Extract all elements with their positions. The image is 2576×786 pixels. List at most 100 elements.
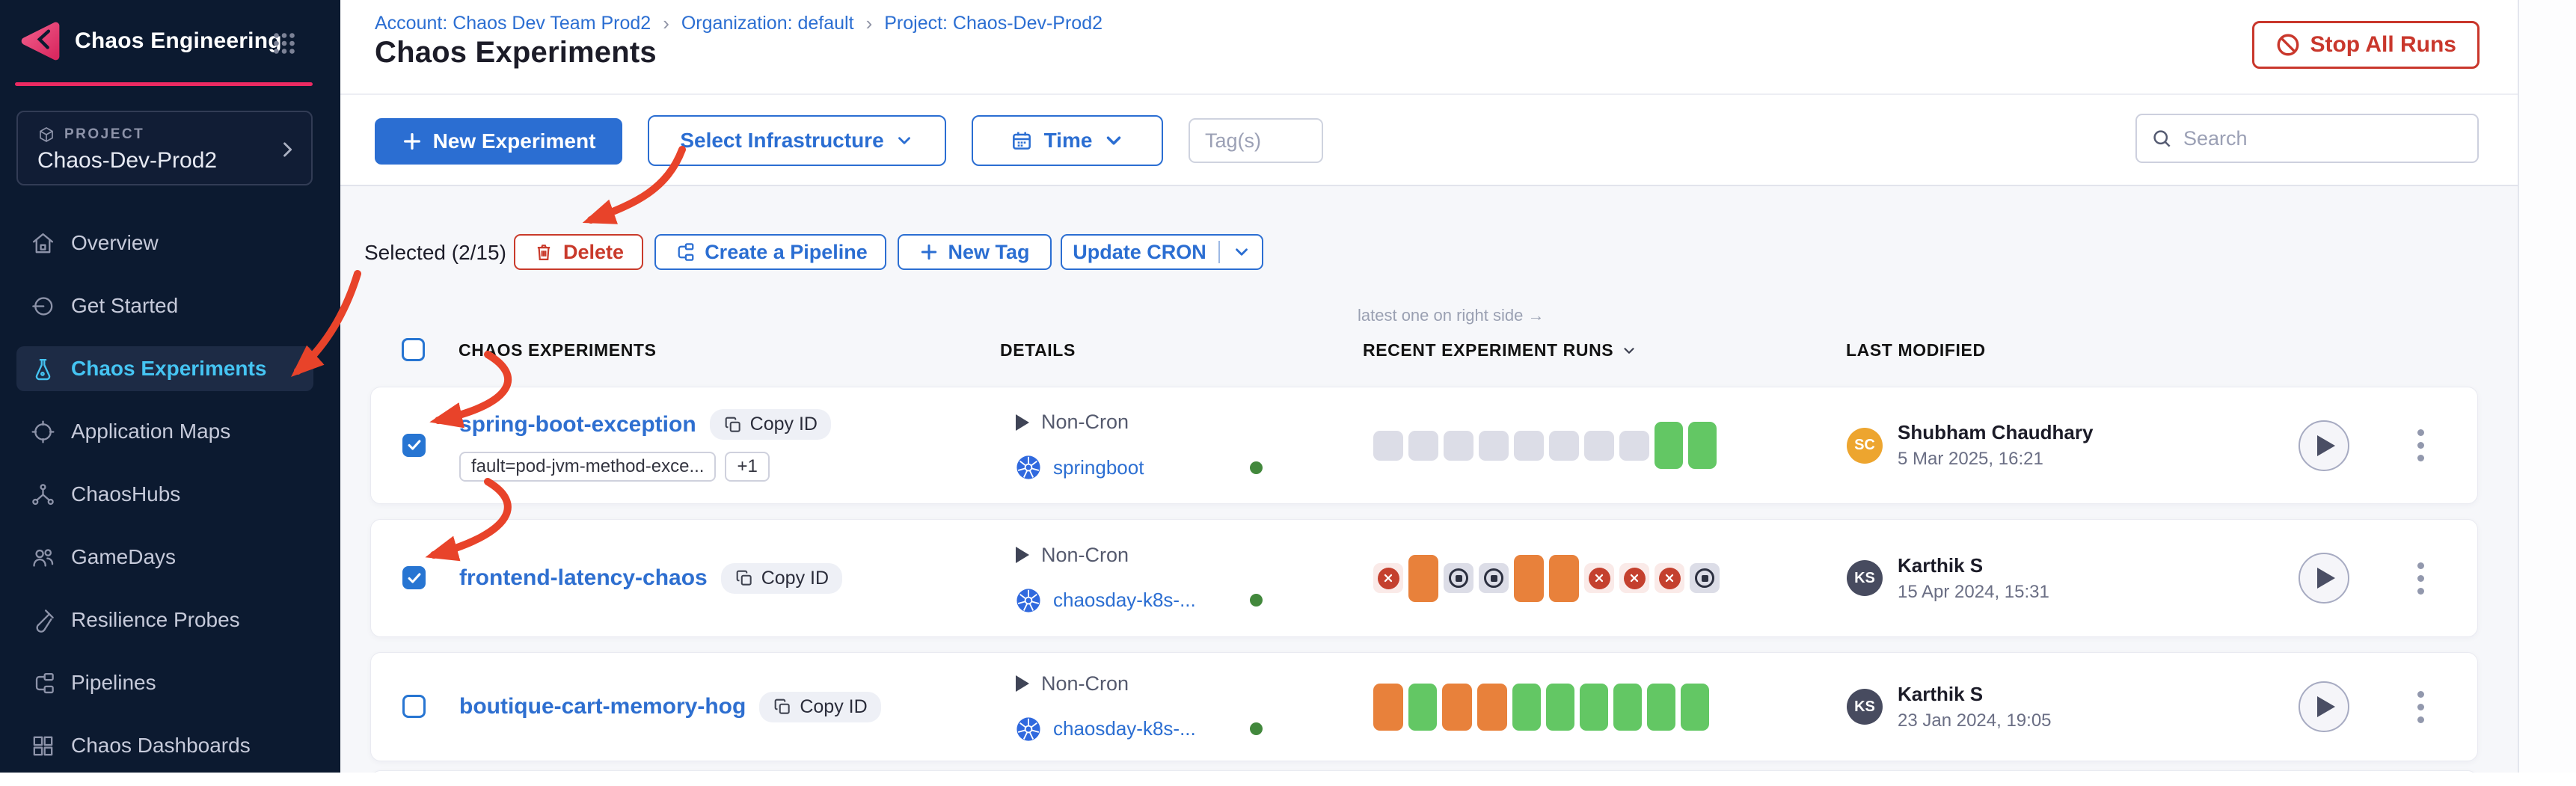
run-status-running[interactable]: [1373, 683, 1403, 731]
sidebar-item-chaos-dashboards[interactable]: Chaos Dashboards: [16, 723, 313, 768]
project-selector[interactable]: PROJECT Chaos-Dev-Prod2: [16, 111, 313, 185]
play-icon: [2317, 568, 2335, 589]
last-modified-cell: SC Shubham Chaudhary 5 Mar 2025, 16:21: [1847, 387, 2093, 503]
copy-id-button[interactable]: Copy ID: [709, 409, 831, 440]
new-experiment-button[interactable]: New Experiment: [375, 118, 622, 165]
run-status-passed[interactable]: [1688, 422, 1717, 469]
run-status-passed[interactable]: [1546, 683, 1574, 731]
run-status-passed[interactable]: [1647, 683, 1675, 731]
sidebar-item-pipelines[interactable]: Pipelines: [16, 660, 313, 705]
infrastructure-link[interactable]: chaosday-k8s-...: [1053, 717, 1196, 740]
run-status-empty[interactable]: [1584, 430, 1614, 461]
run-status-passed[interactable]: [1681, 683, 1709, 731]
run-status-running[interactable]: [1477, 683, 1507, 731]
sidebar-item-application-maps[interactable]: Application Maps: [16, 409, 313, 454]
run-status-empty[interactable]: [1408, 430, 1438, 461]
sidebar-item-label: Resilience Probes: [71, 608, 240, 631]
sidebar-item-chaoshubs[interactable]: ChaosHubs: [16, 472, 313, 517]
toolbar-divider: [340, 185, 2518, 186]
run-status-empty[interactable]: [1514, 430, 1544, 461]
run-experiment-button[interactable]: [2299, 420, 2349, 471]
run-status-running[interactable]: [1442, 683, 1472, 731]
chevron-down-icon: [898, 137, 910, 144]
row-menu-button[interactable]: [2409, 560, 2432, 596]
run-status-passed[interactable]: [1512, 683, 1541, 731]
infrastructure-link[interactable]: springboot: [1053, 455, 1144, 479]
run-experiment-button[interactable]: [2299, 681, 2349, 732]
run-status-running[interactable]: [1408, 554, 1438, 602]
breadcrumb-org-link[interactable]: Organization: default: [681, 13, 854, 34]
non-cron-icon: [1016, 547, 1029, 563]
run-status-empty[interactable]: [1479, 430, 1509, 461]
sidebar-item-overview[interactable]: Overview: [16, 221, 313, 265]
run-status-passed[interactable]: [1613, 683, 1642, 731]
select-infrastructure-dropdown[interactable]: Select Infrastructure: [648, 115, 946, 166]
sidebar-header: Chaos Engineering: [0, 0, 340, 86]
experiment-name-link[interactable]: frontend-latency-chaos: [459, 565, 708, 590]
module-grid-icon[interactable]: [269, 30, 299, 57]
run-status-failed[interactable]: [1655, 563, 1684, 593]
plus-icon: [921, 244, 937, 260]
delete-button[interactable]: Delete: [514, 234, 643, 270]
experiment-name-link[interactable]: boutique-cart-memory-hog: [459, 694, 746, 719]
run-status-stopped[interactable]: [1444, 563, 1473, 593]
run-status-passed[interactable]: [1580, 683, 1608, 731]
run-status-failed[interactable]: [1373, 563, 1403, 593]
run-status-running[interactable]: [1514, 554, 1544, 602]
sidebar-item-gamedays[interactable]: GameDays: [16, 535, 313, 580]
content-area: Selected (2/15) Delete Create a Pipeline…: [340, 186, 2518, 773]
avatar: KS: [1847, 689, 1883, 725]
run-experiment-button[interactable]: [2299, 553, 2349, 604]
modified-by-name: Karthik S: [1898, 553, 1984, 577]
sidebar-item-get-started[interactable]: Get Started: [16, 283, 313, 328]
run-status-running[interactable]: [1549, 554, 1579, 602]
sidebar-item-chaos-experiments[interactable]: Chaos Experiments: [16, 346, 313, 391]
row-menu-button[interactable]: [2409, 689, 2432, 725]
run-status-passed[interactable]: [1655, 422, 1683, 469]
sidebar-item-label: Chaos Experiments: [71, 357, 267, 380]
sidebar-item-label: Overview: [71, 231, 159, 254]
run-status-empty[interactable]: [1373, 430, 1403, 461]
infrastructure-link[interactable]: chaosday-k8s-...: [1053, 589, 1196, 611]
kubernetes-icon: [1016, 716, 1040, 741]
pipeline-icon: [678, 243, 694, 261]
stop-all-runs-button[interactable]: Stop All Runs: [2252, 21, 2480, 69]
recent-runs-cell: [1373, 653, 1709, 761]
experiment-name-link[interactable]: spring-boot-exception: [459, 411, 696, 437]
sidebar-item-resilience-probes[interactable]: Resilience Probes: [16, 598, 313, 642]
sidebar: Chaos Engineering PROJECT Chaos-Dev-Prod…: [0, 0, 340, 773]
run-status-stopped[interactable]: [1479, 563, 1509, 593]
row-menu-button[interactable]: [2409, 428, 2432, 464]
time-filter-dropdown[interactable]: Time: [972, 115, 1163, 166]
row-checkbox[interactable]: [402, 695, 426, 718]
project-label: PROJECT: [64, 126, 145, 142]
run-status-passed[interactable]: [1408, 683, 1437, 731]
experiment-row: spring-boot-exception Copy ID fault=pod-jv…: [370, 387, 2478, 504]
breadcrumb-account-link[interactable]: Account: Chaos Dev Team Prod2: [375, 13, 651, 34]
search-input[interactable]: [2183, 126, 2464, 150]
recent-runs-cell: [1373, 387, 1717, 503]
new-tag-button[interactable]: New Tag: [898, 234, 1052, 270]
experiment-name-cell: spring-boot-exception Copy ID fault=pod-jv…: [459, 387, 831, 503]
get-started-icon: [32, 296, 53, 316]
tag-pill: +1: [725, 452, 770, 482]
create-pipeline-button[interactable]: Create a Pipeline: [654, 234, 886, 270]
run-status-failed[interactable]: [1619, 563, 1649, 593]
run-status-failed[interactable]: [1584, 563, 1614, 593]
run-status-empty[interactable]: [1444, 430, 1473, 461]
column-header-runs[interactable]: RECENT EXPERIMENT RUNS: [1363, 340, 1637, 360]
copy-id-button[interactable]: Copy ID: [759, 691, 881, 722]
run-status-empty[interactable]: [1619, 430, 1649, 461]
copy-id-button[interactable]: Copy ID: [720, 562, 843, 594]
update-cron-button[interactable]: Update CRON: [1061, 234, 1263, 270]
run-status-empty[interactable]: [1549, 430, 1579, 461]
breadcrumb-project-link[interactable]: Project: Chaos-Dev-Prod2: [884, 13, 1103, 34]
infra-status-dot: [1250, 461, 1263, 474]
tags-filter-input[interactable]: [1189, 118, 1323, 163]
run-status-stopped[interactable]: [1690, 563, 1720, 593]
row-checkbox[interactable]: [402, 566, 426, 589]
row-checkbox[interactable]: [402, 433, 426, 457]
modified-by-name: Shubham Chaudhary: [1898, 421, 2094, 443]
app-title: Chaos Engineering: [75, 28, 282, 53]
select-all-checkbox[interactable]: [402, 338, 425, 361]
